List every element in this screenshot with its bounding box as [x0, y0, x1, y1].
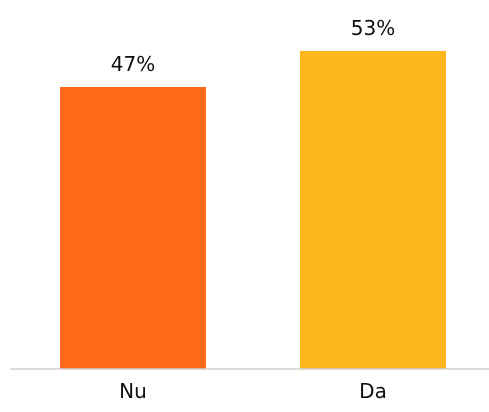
bar-nu	[60, 87, 206, 369]
labels-group: 47% Nu 53% Da	[111, 16, 395, 403]
bar-da	[300, 51, 446, 369]
bars-group	[60, 51, 446, 369]
x-tick-label-da: Da	[359, 379, 387, 403]
data-label-da: 53%	[351, 16, 395, 40]
x-tick-label-nu: Nu	[119, 379, 147, 403]
data-label-nu: 47%	[111, 52, 155, 76]
